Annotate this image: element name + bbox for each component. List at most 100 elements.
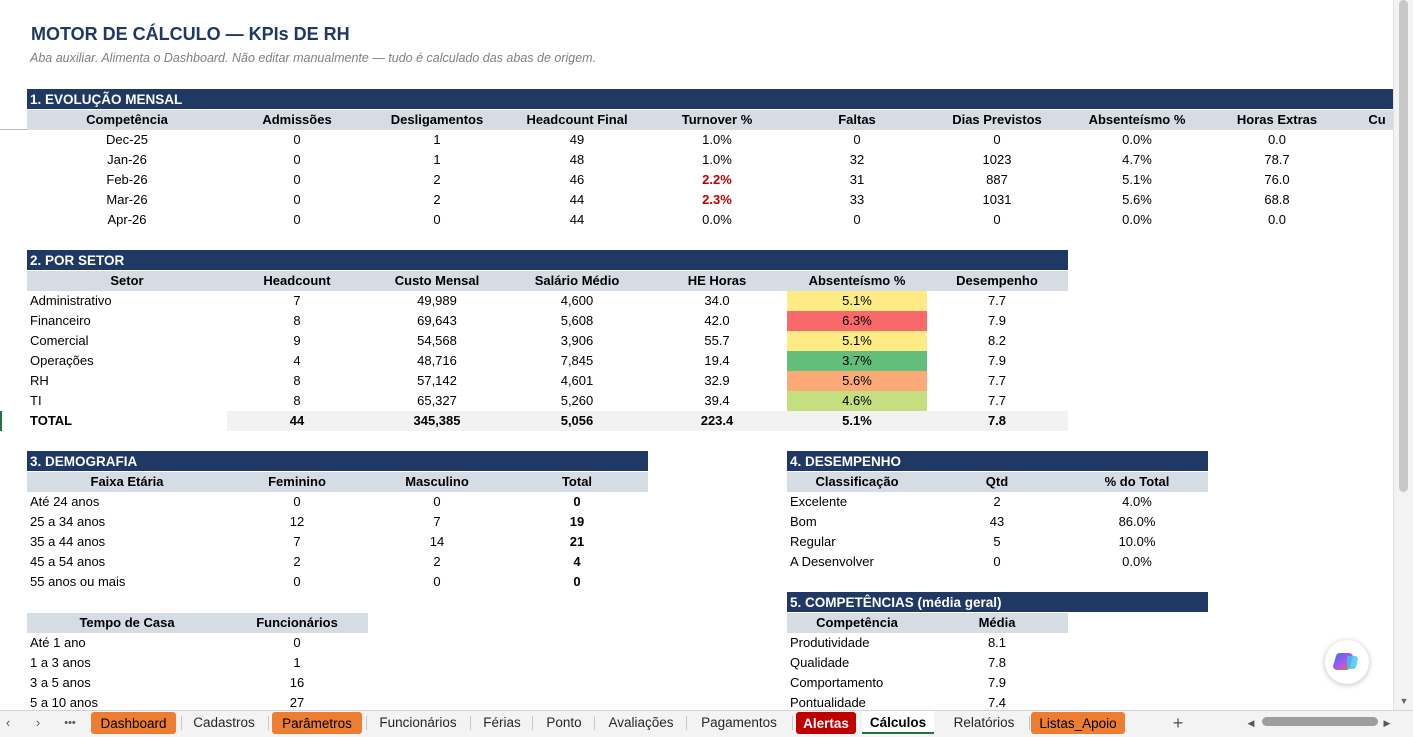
table-cell[interactable]: 5 a 10 anos: [30, 695, 98, 710]
table-cell[interactable]: Feb-26: [106, 172, 148, 187]
table-cell[interactable]: 7.7: [987, 393, 1007, 408]
table-cell[interactable]: 3,906: [560, 333, 594, 348]
sheet-tab-ponto[interactable]: Ponto: [546, 715, 582, 730]
table-cell[interactable]: 4,600: [560, 293, 594, 308]
table-cell[interactable]: 4: [573, 554, 581, 569]
table-cell[interactable]: 7: [293, 534, 301, 549]
table-cell[interactable]: 46: [569, 172, 585, 187]
table-cell[interactable]: 19: [569, 514, 585, 529]
sheet-tab-f-rias[interactable]: Férias: [483, 715, 521, 730]
table-cell[interactable]: 7.9: [987, 313, 1007, 328]
table-cell[interactable]: 48,716: [417, 353, 457, 368]
table-cell[interactable]: 0: [573, 494, 581, 509]
table-cell[interactable]: 2: [293, 554, 301, 569]
table-cell[interactable]: 7.7: [987, 373, 1007, 388]
table-cell[interactable]: 1: [433, 152, 441, 167]
table-cell[interactable]: 31: [849, 172, 865, 187]
table-cell[interactable]: 27: [289, 695, 305, 710]
table-cell[interactable]: 5: [993, 534, 1001, 549]
table-cell[interactable]: Produtividade: [790, 635, 870, 650]
table-cell[interactable]: 7: [433, 514, 441, 529]
table-cell[interactable]: 14: [429, 534, 445, 549]
sheet-tab-funcion-rios[interactable]: Funcionários: [379, 715, 457, 730]
vertical-scroll-thumb[interactable]: [1399, 0, 1408, 492]
table-cell[interactable]: 8: [293, 393, 301, 408]
sheet-tab-c-lculos[interactable]: Cálculos: [862, 711, 934, 734]
table-cell[interactable]: 8: [293, 313, 301, 328]
table-cell[interactable]: 0.0%: [1122, 212, 1152, 227]
table-cell[interactable]: 2: [433, 192, 441, 207]
table-cell[interactable]: 21: [569, 534, 585, 549]
prev-sheet-icon[interactable]: ‹: [5, 715, 11, 730]
table-cell[interactable]: 55.7: [704, 333, 730, 348]
table-cell[interactable]: 0: [293, 132, 301, 147]
table-cell[interactable]: 0: [993, 132, 1001, 147]
table-cell[interactable]: 57,142: [417, 373, 457, 388]
table-cell[interactable]: 5.1%: [787, 291, 927, 311]
table-cell[interactable]: 0: [433, 494, 441, 509]
table-cell[interactable]: 3 a 5 anos: [30, 675, 91, 690]
table-cell[interactable]: 44: [569, 212, 585, 227]
copilot-button[interactable]: [1325, 640, 1369, 684]
sheet-tab-avalia-es[interactable]: Avaliações: [608, 715, 674, 730]
table-cell[interactable]: 19.4: [704, 353, 730, 368]
table-cell[interactable]: 0: [433, 212, 441, 227]
table-cell[interactable]: Financeiro: [30, 313, 91, 328]
table-cell[interactable]: 32: [849, 152, 865, 167]
sheet-tab-cadastros[interactable]: Cadastros: [193, 715, 255, 730]
table-cell[interactable]: 0: [853, 212, 861, 227]
table-cell[interactable]: 35 a 44 anos: [30, 534, 106, 549]
table-cell[interactable]: Até 1 ano: [30, 635, 86, 650]
table-cell[interactable]: 0: [293, 152, 301, 167]
table-cell[interactable]: 0.0: [1267, 132, 1287, 147]
total-cell[interactable]: 44: [289, 413, 305, 428]
table-cell[interactable]: 49: [569, 132, 585, 147]
table-cell[interactable]: 887: [986, 172, 1008, 187]
table-cell[interactable]: 5.1%: [1122, 172, 1152, 187]
table-cell[interactable]: 32.9: [704, 373, 730, 388]
table-cell[interactable]: 0: [293, 574, 301, 589]
table-cell[interactable]: 1: [293, 655, 301, 670]
table-cell[interactable]: 3.7%: [787, 351, 927, 371]
total-cell[interactable]: 223.4: [700, 413, 734, 428]
table-cell[interactable]: 10.0%: [1118, 534, 1156, 549]
table-cell[interactable]: 43: [989, 514, 1005, 529]
table-cell[interactable]: Comercial: [30, 333, 89, 348]
table-cell[interactable]: Operações: [30, 353, 94, 368]
table-cell[interactable]: 69,643: [417, 313, 457, 328]
table-cell[interactable]: 8.2: [987, 333, 1007, 348]
table-cell[interactable]: Administrativo: [30, 293, 112, 308]
table-cell[interactable]: Até 24 anos: [30, 494, 100, 509]
table-cell[interactable]: 0: [293, 212, 301, 227]
table-cell[interactable]: 2: [993, 494, 1001, 509]
table-cell[interactable]: 1.0%: [702, 152, 732, 167]
table-cell[interactable]: Jan-26: [107, 152, 147, 167]
table-cell[interactable]: 4: [293, 353, 301, 368]
add-sheet-button[interactable]: +: [1172, 713, 1184, 733]
table-cell[interactable]: 76.0: [1264, 172, 1290, 187]
table-cell[interactable]: 33: [849, 192, 865, 207]
table-cell[interactable]: 86.0%: [1118, 514, 1156, 529]
table-cell[interactable]: 39.4: [704, 393, 730, 408]
table-cell[interactable]: 0: [993, 554, 1001, 569]
table-cell[interactable]: 68.8: [1264, 192, 1290, 207]
table-cell[interactable]: 54,568: [417, 333, 457, 348]
scroll-down-arrow-icon[interactable]: ▼: [1399, 696, 1409, 706]
scroll-right-icon[interactable]: ▶: [1383, 718, 1391, 728]
table-cell[interactable]: 7.9: [987, 675, 1007, 690]
table-cell[interactable]: 8: [293, 373, 301, 388]
table-cell[interactable]: 0.0: [1267, 212, 1287, 227]
table-cell[interactable]: 65,327: [417, 393, 457, 408]
table-cell[interactable]: A Desenvolver: [790, 554, 874, 569]
table-cell[interactable]: 0.0%: [1122, 554, 1152, 569]
scroll-left-icon[interactable]: ◀: [1247, 718, 1255, 728]
table-cell[interactable]: Pontualidade: [790, 695, 866, 710]
next-sheet-icon[interactable]: ›: [35, 715, 41, 730]
table-cell[interactable]: 2: [433, 172, 441, 187]
table-cell[interactable]: 1: [433, 132, 441, 147]
table-cell[interactable]: Comportamento: [790, 675, 884, 690]
table-cell[interactable]: 8.1: [987, 635, 1007, 650]
table-cell[interactable]: 0: [573, 574, 581, 589]
table-cell[interactable]: 9: [293, 333, 301, 348]
table-cell[interactable]: 5,608: [560, 313, 594, 328]
